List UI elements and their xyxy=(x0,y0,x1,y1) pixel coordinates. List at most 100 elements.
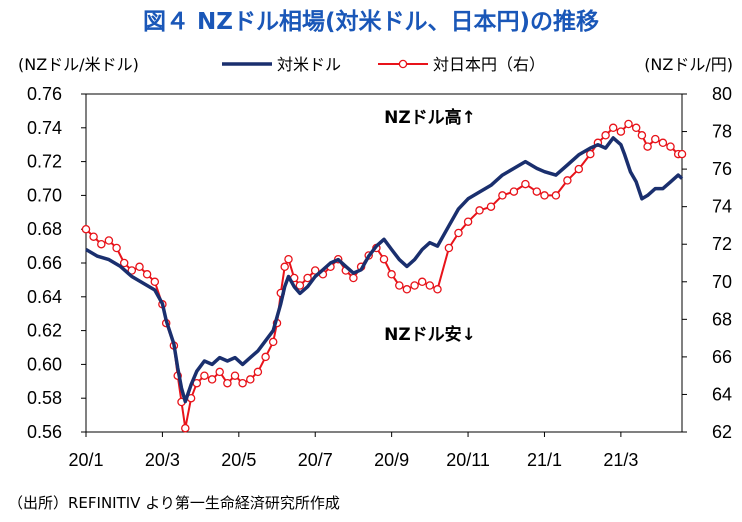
right-tick-label: 64 xyxy=(712,384,732,404)
left-tick-label: 0.74 xyxy=(27,118,62,138)
series-jpy-point xyxy=(223,378,232,388)
series-jpy-point xyxy=(540,191,549,200)
left-tick-label: 0.70 xyxy=(27,185,62,205)
series-jpy-point xyxy=(181,423,190,433)
legend: 対米ドル 対日本円（右） xyxy=(222,55,545,74)
series-jpy-point xyxy=(295,281,305,290)
series-jpy-point xyxy=(215,367,224,377)
series-jpy-point xyxy=(532,187,542,196)
x-tick-label: 20/5 xyxy=(221,450,256,470)
chart-title: 図４ NZドル相場(対米ドル、日本円)の推移 xyxy=(143,9,599,35)
series-jpy-point xyxy=(230,371,240,380)
right-axis: 62 64 66 68 70 72 74 76 78 80 xyxy=(682,84,732,442)
series-jpy-point xyxy=(551,191,561,200)
right-tick-label: 80 xyxy=(712,84,732,104)
left-tick-label: 0.56 xyxy=(27,422,62,442)
left-tick-label: 0.66 xyxy=(27,253,62,273)
series-jpy-point xyxy=(666,142,675,151)
series-jpy-point xyxy=(417,277,427,287)
series-jpy-point xyxy=(81,224,91,234)
series-jpy-point xyxy=(475,206,484,215)
series-jpy-point xyxy=(207,375,217,384)
series-layer xyxy=(81,119,687,433)
left-axis: 0.56 0.58 0.60 0.62 0.64 0.66 0.68 0.70 0.72 0.74… xyxy=(27,84,86,442)
series-jpy-point xyxy=(246,375,255,384)
series-jpy-point xyxy=(677,149,687,159)
series-jpy-point xyxy=(658,138,668,148)
series-jpy-point xyxy=(150,277,160,287)
left-tick-label: 0.76 xyxy=(27,84,62,104)
left-axis-title: (NZドル/米ドル) xyxy=(18,55,139,74)
x-tick-label: 20/9 xyxy=(374,450,409,470)
right-tick-label: 74 xyxy=(712,197,732,217)
series-jpy-point xyxy=(631,123,641,133)
source-note: （出所）REFINITIV より第一生命経済研究所作成 xyxy=(8,494,340,512)
x-axis: 20/1 20/3 20/5 20/7 20/9 20/11 21/1 21/3 xyxy=(68,432,638,470)
series-jpy-point xyxy=(601,131,610,140)
series-jpy-point xyxy=(119,258,129,268)
left-tick-label: 0.64 xyxy=(27,287,62,307)
left-tick-label: 0.72 xyxy=(27,152,62,172)
series-jpy-point xyxy=(637,131,647,140)
series-jpy-point xyxy=(574,164,584,174)
series-jpy-point xyxy=(112,243,121,253)
series-jpy-point xyxy=(253,367,263,377)
series-jpy-point xyxy=(563,176,572,185)
series-jpy-point xyxy=(395,281,404,290)
x-tick-label: 20/3 xyxy=(145,450,180,470)
x-tick-label: 21/1 xyxy=(527,450,562,470)
right-tick-label: 68 xyxy=(712,309,732,329)
series-jpy-point xyxy=(586,149,595,159)
x-tick-label: 20/11 xyxy=(446,450,490,470)
right-tick-label: 72 xyxy=(712,234,732,254)
right-tick-label: 70 xyxy=(712,272,732,292)
right-axis-title: (NZドル/円) xyxy=(644,55,733,74)
x-tick-label: 20/7 xyxy=(298,450,333,470)
left-tick-label: 0.62 xyxy=(27,321,62,341)
series-jpy-point xyxy=(651,134,660,144)
series-jpy-point xyxy=(284,254,293,264)
series-jpy-point xyxy=(521,179,530,189)
series-jpy-point xyxy=(200,371,209,380)
right-tick-label: 76 xyxy=(712,159,732,179)
series-jpy-point xyxy=(280,262,289,272)
legend-jpy-marker xyxy=(398,59,408,69)
series-jpy-point xyxy=(410,281,419,290)
left-tick-label: 0.58 xyxy=(27,388,62,408)
series-jpy-point xyxy=(498,191,507,200)
series-jpy-point xyxy=(643,142,652,151)
series-jpy-point xyxy=(303,273,312,283)
series-jpy-point xyxy=(135,262,144,272)
series-jpy-point xyxy=(486,202,496,211)
series-jpy-line xyxy=(85,123,682,430)
series-jpy-point xyxy=(616,127,626,136)
legend-usd-label: 対米ドル xyxy=(277,55,341,74)
series-jpy-point xyxy=(624,119,633,129)
series-jpy-point xyxy=(444,243,454,253)
annotation-nzd-weak: NZドル安↓ xyxy=(384,324,476,345)
series-jpy-point xyxy=(425,281,435,290)
series-jpy-point xyxy=(463,217,473,226)
series-usd-line xyxy=(85,136,684,404)
series-jpy-point xyxy=(379,254,389,264)
left-tick-label: 0.68 xyxy=(27,219,62,239)
series-jpy-point xyxy=(387,270,396,279)
series-jpy-point xyxy=(349,273,358,283)
x-tick-label: 21/3 xyxy=(603,450,638,470)
right-tick-label: 66 xyxy=(712,347,732,367)
right-tick-label: 78 xyxy=(712,122,732,142)
series-jpy-point xyxy=(261,352,270,362)
series-jpy-point xyxy=(104,236,114,245)
series-jpy-point xyxy=(127,266,137,275)
series-jpy-point xyxy=(142,270,152,279)
series-jpy-point xyxy=(608,123,618,133)
right-tick-label: 62 xyxy=(712,422,732,442)
series-jpy-point xyxy=(97,239,106,249)
legend-jpy-label: 対日本円（右） xyxy=(433,55,545,74)
x-tick-label: 20/1 xyxy=(68,450,103,470)
series-jpy-point xyxy=(89,232,98,241)
series-jpy-point xyxy=(454,228,463,238)
series-jpy-point xyxy=(509,187,519,196)
series-jpy-point xyxy=(238,378,247,388)
